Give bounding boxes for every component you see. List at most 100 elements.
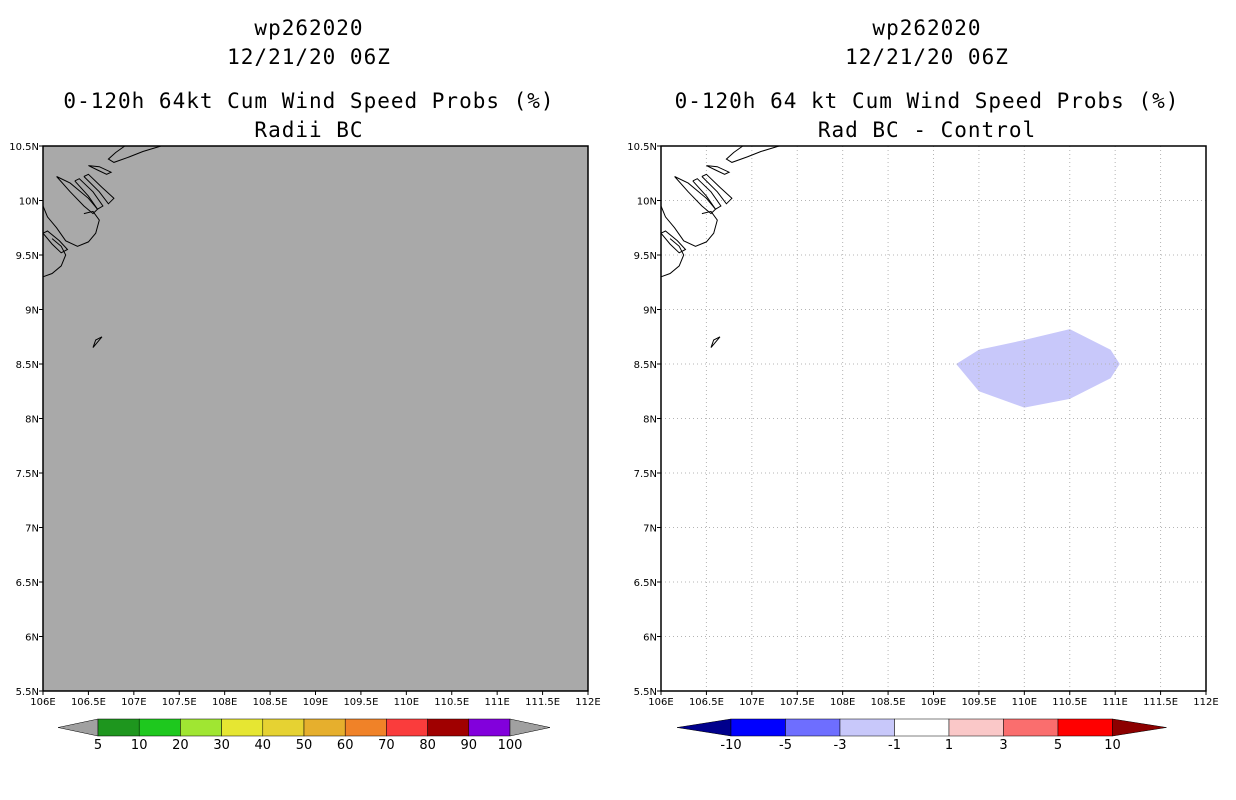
colorbar-label: 40 <box>255 738 272 753</box>
colorbar-segment <box>262 718 305 737</box>
y-tick-label: 7N <box>25 524 39 535</box>
x-tick-label: 107.5E <box>780 697 815 708</box>
colorbar-segment <box>97 718 140 737</box>
coastline <box>692 178 722 210</box>
coastline <box>42 230 69 254</box>
y-tick-label: 7.5N <box>16 469 39 480</box>
colorbar-label: 90 <box>461 738 478 753</box>
colorbar-label: 60 <box>337 738 354 753</box>
x-tick-label: 109E <box>921 697 946 708</box>
colorbar-segment <box>948 718 1004 737</box>
colorbar-label: 100 <box>498 738 523 753</box>
colorbar-low-arrow <box>676 718 732 737</box>
x-tick-label: 111E <box>1102 697 1127 708</box>
x-tick-label: 107.5E <box>162 697 197 708</box>
colorbar-segment <box>785 718 841 737</box>
coastline <box>88 165 113 175</box>
x-tick-label: 110E <box>394 697 419 708</box>
y-tick-label: 6N <box>643 633 657 644</box>
map-data-area <box>43 146 588 691</box>
x-tick-label: 109.5E <box>961 697 996 708</box>
colorbar-segment <box>1003 718 1059 737</box>
storm-id-title: wp262020 <box>872 16 982 40</box>
colorbar-label: 5 <box>1054 738 1062 753</box>
x-tick-label: 110E <box>1012 697 1037 708</box>
x-tick-label: 106E <box>30 697 55 708</box>
storm-id-title: wp262020 <box>254 16 364 40</box>
y-tick-label: 10N <box>637 197 657 208</box>
coastline <box>674 176 717 215</box>
x-tick-label: 106E <box>648 697 673 708</box>
x-tick-label: 111.5E <box>1143 697 1178 708</box>
x-tick-label: 108.5E <box>253 697 288 708</box>
colorbar-segment <box>221 718 264 737</box>
colorbar-label: 10 <box>1104 738 1121 753</box>
chart-title: 0-120h 64kt Cum Wind Speed Probs (%) <box>63 89 555 113</box>
colorbar-segment <box>344 718 387 737</box>
colorbar-segment <box>138 718 181 737</box>
colorbar-label: 10 <box>131 738 148 753</box>
x-tick-label: 111.5E <box>525 697 560 708</box>
x-tick-label: 111E <box>484 697 509 708</box>
colorbar-label: -10 <box>720 738 741 753</box>
x-tick-label: 108E <box>830 697 855 708</box>
datetime-title: 12/21/20 06Z <box>845 45 1009 69</box>
y-tick-label: 8.5N <box>16 360 39 371</box>
colorbar-segment <box>894 718 950 737</box>
coastline <box>725 145 780 163</box>
y-tick-label: 9N <box>25 306 39 317</box>
shaded-region-0 <box>956 329 1120 408</box>
y-tick-label: 6.5N <box>634 578 657 589</box>
left-chart-panel: wp262020 12/21/20 06Z 0-120h 64kt Cum Wi… <box>9 16 600 753</box>
x-tick-label: 108E <box>212 697 237 708</box>
y-tick-label: 7N <box>643 524 657 535</box>
colorbar-label: 30 <box>213 738 230 753</box>
colorbar-segment <box>730 718 786 737</box>
colorbar-segment <box>386 718 428 737</box>
y-tick-label: 6.5N <box>16 578 39 589</box>
y-tick-label: 9.5N <box>634 251 657 262</box>
y-tick-label: 9N <box>643 306 657 317</box>
chart-subtitle: Rad BC - Control <box>817 118 1037 142</box>
coastline <box>42 238 67 278</box>
y-tick-label: 10.5N <box>627 142 657 153</box>
x-tick-label: 110.5E <box>1052 697 1087 708</box>
x-tick-label: 112E <box>575 697 600 708</box>
colorbar-label: -3 <box>834 738 847 753</box>
coastline <box>42 205 100 247</box>
colorbar-segment <box>303 718 346 737</box>
y-tick-label: 7.5N <box>634 469 657 480</box>
coastline <box>83 173 115 205</box>
y-tick-label: 8N <box>643 415 657 426</box>
coastline <box>107 145 162 163</box>
coastline <box>660 238 685 278</box>
coastline <box>92 336 103 348</box>
colorbar-high-arrow <box>509 718 551 737</box>
y-tick-label: 8N <box>25 415 39 426</box>
coastline <box>660 230 687 254</box>
x-tick-label: 112E <box>1193 697 1218 708</box>
colorbar-label: 70 <box>378 738 395 753</box>
y-tick-label: 5.5N <box>16 687 39 698</box>
y-tick-label: 8.5N <box>634 360 657 371</box>
colorbar-high-arrow <box>1112 718 1167 737</box>
coastline <box>56 176 99 215</box>
right-map-chart: 106E 106.5E 107E 107.5E 108E 108.5E 109E 109.5E… <box>627 142 1218 753</box>
x-tick-label: 106.5E <box>71 697 106 708</box>
colorbar-segment <box>427 718 470 737</box>
chart-title: 0-120h 64 kt Cum Wind Speed Probs (%) <box>674 89 1180 113</box>
colorbar-label: 50 <box>296 738 313 753</box>
colorbar-segment <box>468 718 511 737</box>
x-tick-label: 110.5E <box>434 697 469 708</box>
coastline <box>74 178 104 210</box>
y-tick-label: 6N <box>25 633 39 644</box>
colorbar-segment <box>1057 718 1113 737</box>
left-map-chart: 106E 106.5E 107E 107.5E 108E 108.5E 109E 109.5E… <box>9 142 600 753</box>
x-tick-label: 109E <box>303 697 328 708</box>
x-tick-label: 107E <box>121 697 146 708</box>
y-tick-label: 10N <box>19 197 39 208</box>
coastline <box>660 205 718 247</box>
colorbar-label: 20 <box>172 738 189 753</box>
x-tick-label: 109.5E <box>343 697 378 708</box>
colorbar-label: -5 <box>779 738 792 753</box>
